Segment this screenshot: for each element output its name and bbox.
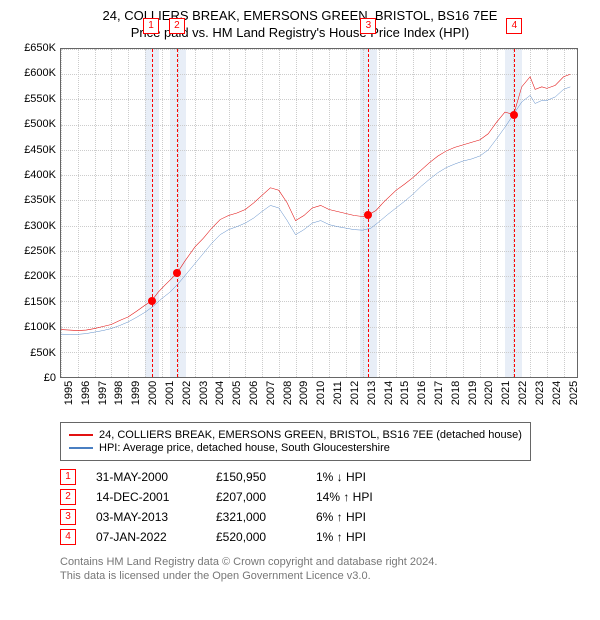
title-line-1: 24, COLLIERS BREAK, EMERSONS GREEN, BRIS… [16, 8, 584, 23]
y-axis-label: £550K [14, 93, 56, 105]
legend-item: HPI: Average price, detached house, Sout… [69, 442, 522, 454]
sale-delta: 6% ↑ HPI [316, 510, 416, 524]
sale-dot [364, 211, 372, 219]
sale-date: 14-DEC-2001 [96, 490, 196, 504]
y-axis-label: £500K [14, 118, 56, 130]
sale-price: £321,000 [216, 510, 296, 524]
sale-row: 1 31-MAY-2000 £150,950 1% ↓ HPI [60, 469, 584, 485]
series-property [61, 74, 570, 330]
y-axis-label: £200K [14, 270, 56, 282]
sale-date: 03-MAY-2013 [96, 510, 196, 524]
sale-price: £207,000 [216, 490, 296, 504]
y-axis-label: £650K [14, 42, 56, 54]
y-axis-label: £300K [14, 220, 56, 232]
chart-container: 24, COLLIERS BREAK, EMERSONS GREEN, BRIS… [0, 0, 600, 594]
sale-dot [173, 269, 181, 277]
sale-marker-label: 3 [360, 18, 376, 34]
y-axis-label: £100K [14, 321, 56, 333]
sale-date: 07-JAN-2022 [96, 530, 196, 544]
chart-title: 24, COLLIERS BREAK, EMERSONS GREEN, BRIS… [16, 8, 584, 40]
attribution: Contains HM Land Registry data © Crown c… [60, 555, 584, 584]
sale-price: £520,000 [216, 530, 296, 544]
sale-price: £150,950 [216, 470, 296, 484]
legend-swatch [69, 434, 93, 436]
sales-table: 1 31-MAY-2000 £150,950 1% ↓ HPI 2 14-DEC-2001… [60, 469, 584, 545]
sale-date: 31-MAY-2000 [96, 470, 196, 484]
attribution-line-1: Contains HM Land Registry data © Crown c… [60, 555, 584, 569]
sale-marker-label: 1 [143, 18, 159, 34]
sale-index: 4 [60, 529, 76, 545]
y-axis-label: £400K [14, 169, 56, 181]
attribution-line-2: This data is licensed under the Open Gov… [60, 569, 584, 583]
gridline [61, 377, 577, 378]
y-axis-label: £350K [14, 194, 56, 206]
sale-index: 3 [60, 509, 76, 525]
sale-index: 2 [60, 489, 76, 505]
legend-label: 24, COLLIERS BREAK, EMERSONS GREEN, BRIS… [99, 429, 522, 441]
series-hpi [61, 87, 570, 335]
sale-index: 1 [60, 469, 76, 485]
title-line-2: Price paid vs. HM Land Registry's House … [16, 25, 584, 40]
sale-dot [148, 297, 156, 305]
sale-marker-label: 4 [506, 18, 522, 34]
legend: 24, COLLIERS BREAK, EMERSONS GREEN, BRIS… [60, 422, 531, 461]
sale-delta: 14% ↑ HPI [316, 490, 416, 504]
sale-delta: 1% ↓ HPI [316, 470, 416, 484]
sale-marker-label: 2 [169, 18, 185, 34]
sale-dot [510, 111, 518, 119]
x-axis-label: 2025 [550, 381, 580, 405]
y-axis-label: £150K [14, 296, 56, 308]
chart-lines [61, 49, 577, 377]
sale-row: 3 03-MAY-2013 £321,000 6% ↑ HPI [60, 509, 584, 525]
plot-area: £0£50K£100K£150K£200K£250K£300K£350K£400… [60, 48, 578, 378]
sale-delta: 1% ↑ HPI [316, 530, 416, 544]
sale-row: 2 14-DEC-2001 £207,000 14% ↑ HPI [60, 489, 584, 505]
legend-item: 24, COLLIERS BREAK, EMERSONS GREEN, BRIS… [69, 429, 522, 441]
y-axis-label: £250K [14, 245, 56, 257]
sale-row: 4 07-JAN-2022 £520,000 1% ↑ HPI [60, 529, 584, 545]
y-axis-label: £450K [14, 144, 56, 156]
y-axis-label: £50K [14, 347, 56, 359]
legend-swatch [69, 447, 93, 449]
y-axis-label: £600K [14, 67, 56, 79]
legend-label: HPI: Average price, detached house, Sout… [99, 442, 390, 454]
